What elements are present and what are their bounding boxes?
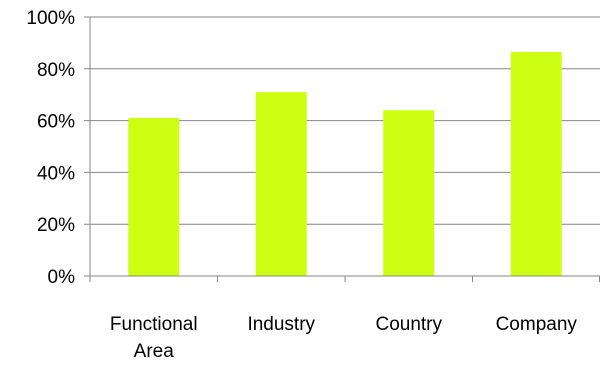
bars bbox=[128, 51, 562, 277]
x-category-label: Industry bbox=[247, 314, 315, 335]
x-category-label: Country bbox=[375, 314, 442, 335]
y-tick-label: 80% bbox=[37, 60, 75, 81]
bar bbox=[510, 51, 562, 277]
x-category-labels: Functional Area Industry Country Company bbox=[110, 314, 577, 362]
y-tick-label: 100% bbox=[26, 8, 75, 29]
y-tick-labels: 0% 20% 40% 60% 80% 100% bbox=[26, 8, 75, 288]
y-tick-label: 60% bbox=[37, 112, 75, 133]
y-tick-label: 0% bbox=[48, 267, 76, 288]
x-category-label: Company bbox=[496, 314, 578, 335]
bar bbox=[255, 92, 307, 276]
y-tick-label: 20% bbox=[37, 215, 75, 236]
bar bbox=[383, 110, 435, 277]
bar bbox=[128, 118, 180, 276]
y-tick-label: 40% bbox=[37, 163, 75, 184]
x-category-label: Functional Area bbox=[110, 314, 198, 362]
